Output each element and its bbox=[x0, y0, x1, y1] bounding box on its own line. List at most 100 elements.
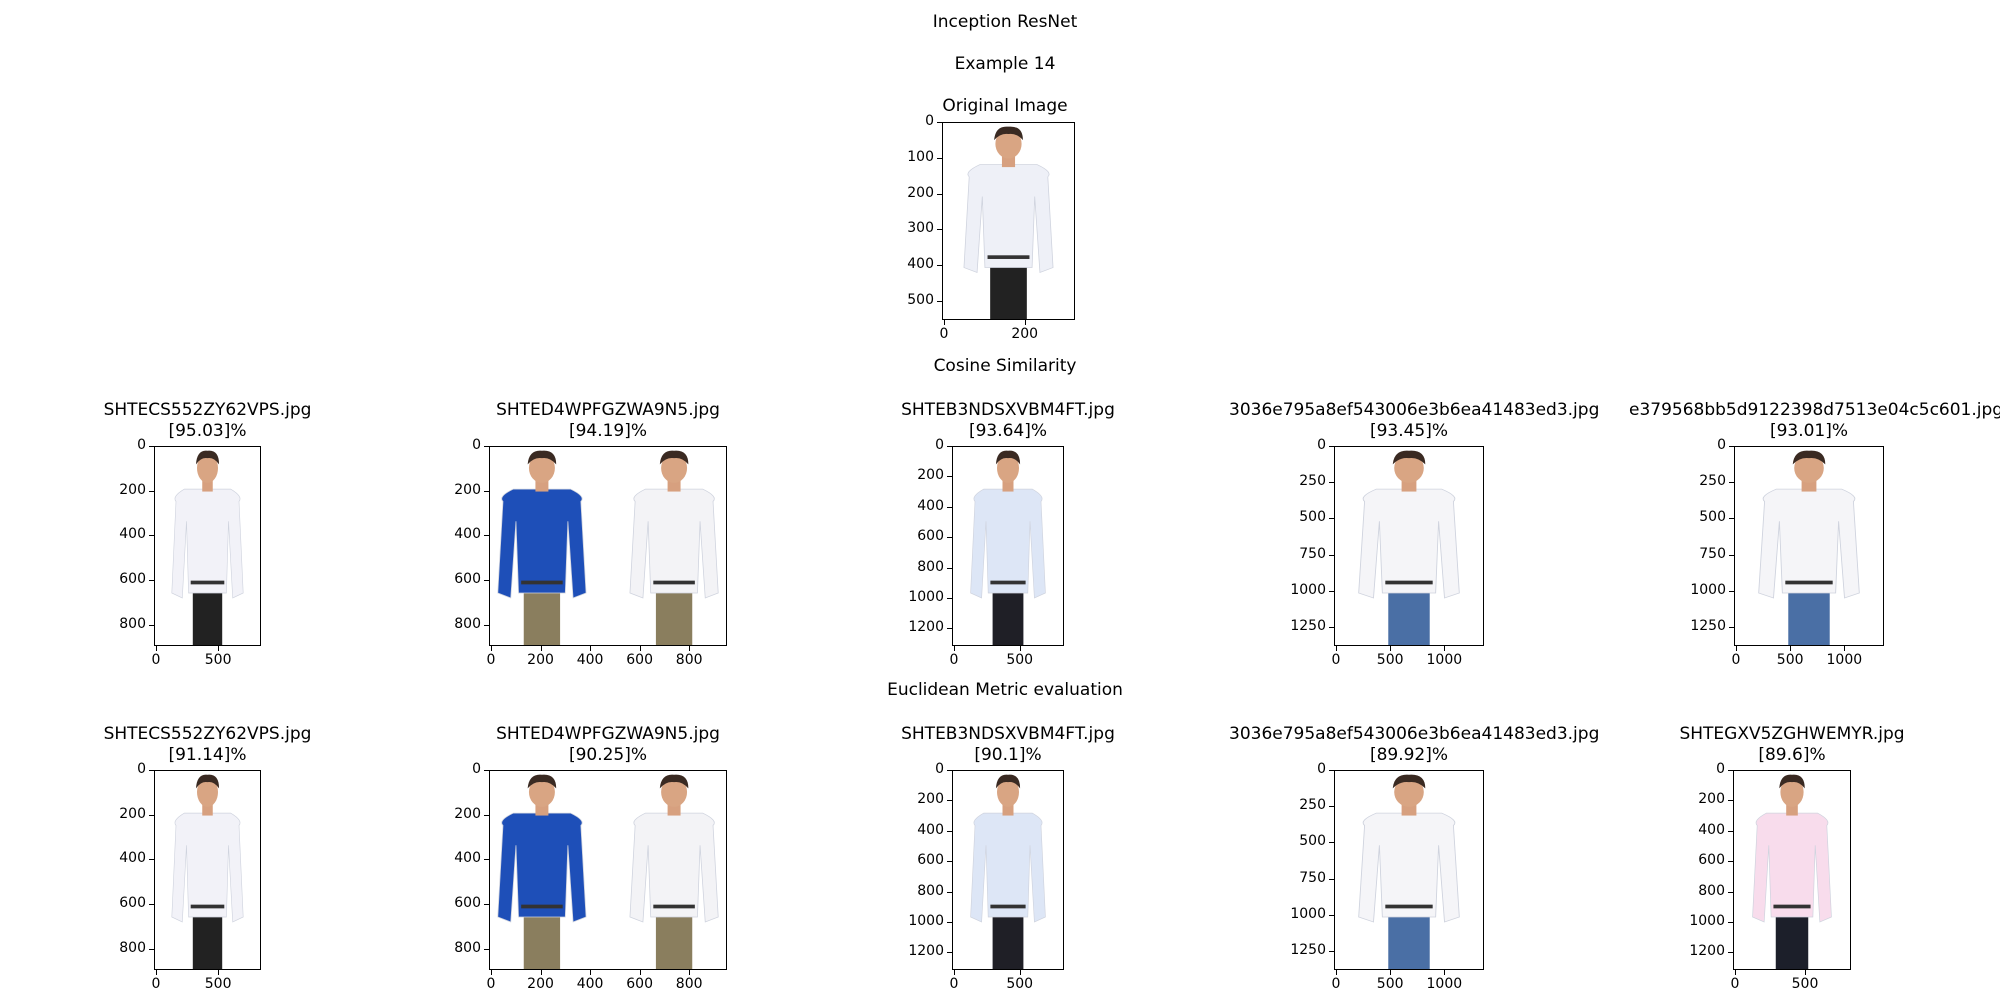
y-tick-label: 200 bbox=[917, 791, 944, 808]
y-tick-mark bbox=[947, 446, 952, 447]
y-tick-label: 0 bbox=[935, 761, 944, 777]
x-tick-label: 200 bbox=[527, 652, 554, 668]
y-tick-label: 1250 bbox=[1290, 941, 1326, 958]
x-tick-label: 500 bbox=[1006, 976, 1034, 992]
result-caption: SHTECS552ZY62VPS.jpg [91.14]% bbox=[28, 724, 388, 766]
x-tick-label: 400 bbox=[576, 976, 604, 992]
y-tick-mark bbox=[1729, 446, 1734, 447]
y-tick-mark bbox=[1728, 952, 1733, 954]
y-tick-label: 0 bbox=[925, 113, 934, 129]
x-tick-mark bbox=[1390, 646, 1392, 651]
x-tick-label: 1000 bbox=[1426, 976, 1463, 992]
y-tick-label: 0 bbox=[1716, 761, 1725, 777]
y-tick-label: 1000 bbox=[1690, 581, 1726, 598]
y-tick-mark bbox=[484, 624, 489, 626]
y-tick-label: 600 bbox=[454, 571, 481, 588]
x-tick-mark bbox=[1024, 320, 1026, 325]
result-filename: e379568bb5d9122398d7513e04c5c601.jpg bbox=[1629, 400, 2000, 420]
y-tick-mark bbox=[1729, 518, 1734, 520]
y-tick-label: 800 bbox=[454, 939, 481, 956]
result-score: [95.03]% bbox=[168, 421, 247, 441]
y-tick-mark bbox=[1729, 590, 1734, 592]
result-caption: SHTED4WPFGZWA9N5.jpg [94.19]% bbox=[428, 400, 788, 442]
result-filename: SHTECS552ZY62VPS.jpg bbox=[103, 400, 312, 420]
y-tick-label: 1000 bbox=[908, 913, 944, 929]
x-tick-mark bbox=[1844, 646, 1846, 651]
y-tick-mark bbox=[947, 628, 952, 630]
y-tick-label: 750 bbox=[1299, 545, 1326, 562]
y-tick-mark bbox=[149, 624, 154, 626]
result-score: [93.64]% bbox=[968, 421, 1048, 441]
x-tick-label: 0 bbox=[1731, 652, 1741, 668]
y-tick-label: 500 bbox=[1299, 509, 1326, 526]
product-photo bbox=[953, 771, 1063, 969]
y-tick-label: 500 bbox=[1299, 833, 1326, 850]
x-tick-mark bbox=[540, 970, 542, 975]
y-tick-mark bbox=[149, 535, 154, 537]
image-axes bbox=[1334, 770, 1484, 970]
result-filename: SHTECS552ZY62VPS.jpg bbox=[103, 724, 312, 744]
product-photo bbox=[953, 447, 1063, 645]
image-axes bbox=[489, 770, 727, 970]
y-tick-label: 400 bbox=[454, 850, 481, 867]
x-tick-mark bbox=[1019, 646, 1021, 651]
y-tick-label: 750 bbox=[1699, 545, 1726, 562]
y-tick-label: 1250 bbox=[1690, 617, 1726, 634]
y-tick-label: 600 bbox=[917, 528, 944, 545]
product-photo bbox=[1735, 447, 1883, 645]
x-tick-mark bbox=[491, 646, 492, 651]
result-caption: SHTECS552ZY62VPS.jpg [95.03]% bbox=[28, 400, 388, 442]
x-tick-label: 500 bbox=[1006, 652, 1034, 668]
result-filename: SHTED4WPFGZWA9N5.jpg bbox=[496, 724, 720, 744]
y-tick-label: 600 bbox=[1698, 852, 1725, 869]
x-tick-mark bbox=[540, 646, 542, 651]
result-filename: SHTED4WPFGZWA9N5.jpg bbox=[496, 400, 720, 420]
x-tick-label: 500 bbox=[1776, 652, 1804, 668]
result-filename: SHTEGXV5ZGHWEMYR.jpg bbox=[1679, 724, 1905, 744]
y-tick-label: 0 bbox=[472, 437, 481, 453]
product-photo bbox=[490, 447, 726, 645]
y-tick-label: 1000 bbox=[908, 589, 944, 605]
y-tick-label: 200 bbox=[907, 184, 934, 201]
y-tick-label: 0 bbox=[137, 437, 146, 453]
y-tick-mark bbox=[947, 506, 952, 508]
y-tick-mark bbox=[149, 490, 154, 492]
y-tick-mark bbox=[947, 800, 952, 802]
y-tick-mark bbox=[1329, 842, 1334, 844]
x-tick-label: 1000 bbox=[1426, 652, 1463, 668]
y-tick-label: 800 bbox=[119, 615, 146, 632]
y-tick-mark bbox=[1329, 446, 1334, 447]
y-tick-label: 600 bbox=[454, 895, 481, 912]
x-tick-label: 800 bbox=[675, 652, 703, 668]
result-caption: SHTEGXV5ZGHWEMYR.jpg [89.6]% bbox=[1612, 724, 1972, 766]
x-tick-mark bbox=[1336, 970, 1337, 975]
result-score: [94.19]% bbox=[568, 421, 648, 441]
y-tick-mark bbox=[1728, 830, 1733, 832]
y-tick-label: 200 bbox=[454, 481, 481, 498]
y-tick-label: 750 bbox=[1299, 869, 1326, 886]
y-tick-mark bbox=[947, 891, 952, 893]
x-tick-label: 1000 bbox=[1826, 652, 1863, 668]
x-tick-mark bbox=[1336, 646, 1337, 651]
y-tick-mark bbox=[484, 535, 489, 537]
x-tick-mark bbox=[491, 970, 492, 975]
x-tick-label: 0 bbox=[151, 976, 161, 992]
y-tick-label: 250 bbox=[1299, 797, 1326, 814]
y-tick-label: 400 bbox=[1698, 821, 1725, 838]
x-tick-mark bbox=[639, 646, 641, 651]
x-tick-label: 0 bbox=[486, 976, 496, 992]
image-axes bbox=[1734, 446, 1884, 646]
y-tick-label: 1000 bbox=[1290, 581, 1326, 598]
y-tick-mark bbox=[937, 157, 942, 159]
result-filename: SHTEB3NDSXVBM4FT.jpg bbox=[901, 400, 1115, 420]
x-tick-label: 600 bbox=[626, 652, 653, 668]
y-tick-mark bbox=[947, 537, 952, 539]
y-tick-mark bbox=[484, 580, 489, 582]
x-tick-label: 500 bbox=[1376, 976, 1404, 992]
cosine-section-label: Cosine Similarity bbox=[933, 356, 1077, 376]
y-tick-mark bbox=[947, 952, 952, 954]
image-axes bbox=[952, 446, 1064, 646]
y-tick-label: 600 bbox=[119, 895, 146, 912]
y-tick-mark bbox=[1329, 878, 1334, 880]
x-tick-mark bbox=[639, 970, 641, 975]
